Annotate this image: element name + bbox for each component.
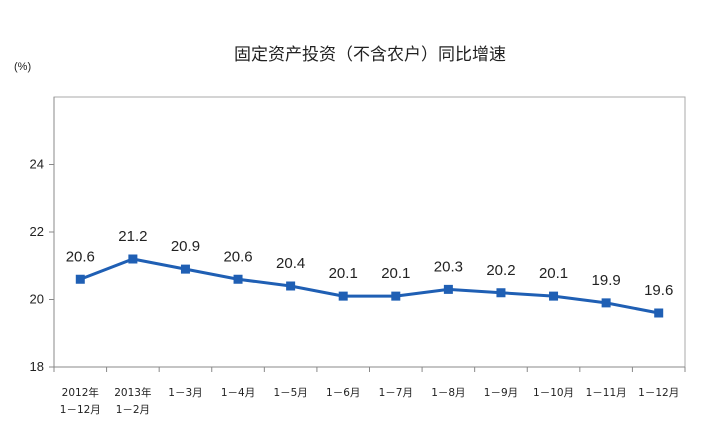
y-tick-label: 20 [30, 292, 44, 307]
data-point-marker [180, 264, 190, 274]
x-tick-label: 1－8月 [431, 387, 465, 399]
data-point-marker [233, 274, 243, 284]
data-label: 20.6 [66, 248, 95, 265]
chart-title: 固定资产投资（不含农户）同比增速 [234, 45, 506, 65]
data-label: 20.6 [223, 248, 252, 265]
x-tick-label: 1－6月 [326, 387, 360, 399]
x-tick-label: 2013年 [114, 386, 151, 399]
data-point-marker [391, 291, 401, 301]
x-tick-label: 2012年 [62, 386, 99, 399]
y-tick-label: 22 [30, 224, 44, 239]
data-label: 19.6 [644, 282, 673, 299]
data-label: 20.9 [171, 238, 200, 255]
y-axis: 18 20 22 24 [30, 157, 54, 374]
x-tick-label: 1－9月 [484, 387, 518, 399]
x-tick-label: 1－7月 [379, 387, 413, 399]
data-point-marker [75, 274, 85, 284]
data-label: 20.1 [329, 265, 358, 282]
x-axis: 2012年 1－12月 2013年 1－2月 1－3月 1－4月 1－5月 1－6月 1－7月 1… [53, 367, 686, 416]
data-label: 20.1 [539, 265, 568, 282]
data-point-marker [601, 298, 611, 308]
x-tick-label: 1－2月 [116, 404, 150, 416]
x-tick-label: 1－12月 [638, 387, 679, 399]
data-point-marker [286, 281, 296, 291]
y-tick-label: 18 [30, 359, 44, 374]
data-label: 19.9 [592, 272, 621, 289]
data-point-marker [549, 291, 559, 301]
x-tick-label: 1－3月 [168, 387, 202, 399]
x-tick-label: 1－10月 [533, 387, 574, 399]
data-point-marker [443, 284, 453, 294]
data-label: 20.4 [276, 255, 305, 272]
y-tick-label: 24 [30, 157, 44, 172]
data-label: 20.2 [486, 262, 515, 279]
data-point-marker [338, 291, 348, 301]
series-line [79, 257, 659, 315]
series-line-group: 20.6 21.2 20.9 20.6 20.4 20.1 20.1 20.3 20.2 20.1… [66, 228, 673, 318]
data-point-marker [128, 254, 138, 264]
data-point-marker [496, 288, 506, 298]
data-point-marker [654, 308, 664, 318]
plot-area-frame [53, 96, 686, 368]
x-tick-label: 1－5月 [273, 387, 307, 399]
x-tick-label: 1－12月 [60, 404, 101, 416]
y-axis-unit: (%) [14, 61, 31, 73]
x-tick-label: 1－11月 [586, 387, 627, 399]
x-tick-label: 1－4月 [221, 387, 255, 399]
data-label: 20.1 [381, 265, 410, 282]
data-label: 21.2 [118, 228, 147, 245]
data-label: 20.3 [434, 258, 463, 275]
